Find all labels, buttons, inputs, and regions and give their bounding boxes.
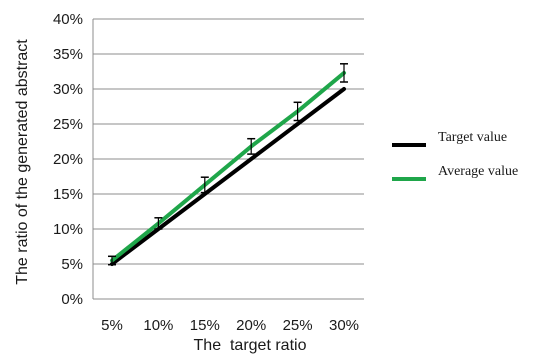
y-axis-title: The ratio of the generated abstract bbox=[14, 39, 31, 285]
x-tick-label: 10% bbox=[143, 317, 173, 334]
x-tick-labels: 5% 10% 15% 20% 25% 30% bbox=[101, 317, 359, 334]
axes bbox=[92, 19, 364, 300]
x-tick-label: 15% bbox=[190, 317, 220, 334]
y-tick-label: 25% bbox=[53, 116, 83, 133]
y-tick-label: 15% bbox=[53, 186, 83, 203]
x-tick-label: 20% bbox=[236, 317, 266, 334]
x-axis-title: The target ratio bbox=[194, 337, 307, 354]
y-tick-labels: 0% 5% 10% 15% 20% 25% 30% 35% 40% bbox=[53, 11, 83, 308]
y-tick-label: 5% bbox=[61, 256, 83, 273]
series-line-1 bbox=[110, 87, 346, 266]
x-tick-label: 5% bbox=[101, 317, 123, 334]
grid-lines bbox=[93, 18, 364, 265]
error-bars bbox=[108, 63, 348, 266]
y-tick-label: 20% bbox=[53, 151, 83, 168]
y-tick-label: 30% bbox=[53, 81, 83, 98]
x-tick-label: 30% bbox=[329, 317, 359, 334]
legend-label: Average value bbox=[438, 164, 518, 179]
legend: Target value Average value bbox=[392, 130, 518, 181]
x-tick-label: 25% bbox=[283, 317, 313, 334]
series-lines bbox=[110, 70, 346, 266]
y-tick-label: 10% bbox=[53, 221, 83, 238]
y-tick-label: 40% bbox=[53, 11, 83, 28]
y-tick-label: 0% bbox=[61, 291, 83, 308]
y-tick-label: 35% bbox=[53, 46, 83, 63]
legend-label: Target value bbox=[438, 130, 507, 145]
series-line-2 bbox=[110, 70, 346, 263]
